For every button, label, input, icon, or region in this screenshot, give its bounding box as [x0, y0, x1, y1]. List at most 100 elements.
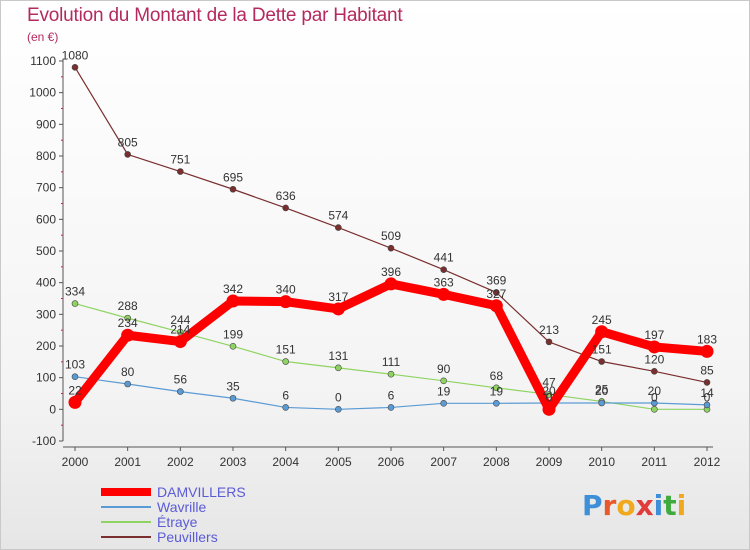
series-point	[279, 295, 293, 309]
y-tick-label: 800	[36, 149, 56, 163]
proxiti-logo: Proxiti	[582, 489, 686, 522]
series-point	[437, 287, 451, 301]
y-tick-label: 300	[36, 307, 56, 321]
data-label: 6	[282, 388, 289, 402]
data-label: 0	[651, 390, 658, 404]
data-label: 441	[434, 251, 454, 265]
data-label: 120	[644, 352, 664, 366]
y-tick-label: 1000	[29, 86, 56, 100]
data-label: 0	[335, 390, 342, 404]
series-point	[124, 151, 131, 158]
data-label: 20	[595, 384, 609, 398]
series-point	[335, 364, 342, 372]
data-label: 151	[592, 343, 612, 357]
x-tick-label: 2003	[220, 455, 247, 469]
data-label: 151	[276, 343, 296, 357]
data-label: 131	[328, 349, 348, 363]
series-point	[331, 302, 345, 316]
data-label: 334	[65, 285, 85, 299]
data-label: 244	[170, 313, 190, 327]
logo-letter: o	[616, 489, 636, 522]
data-label: 574	[328, 209, 348, 223]
legend-label: Wavrille	[157, 499, 207, 515]
series-point	[229, 394, 237, 402]
data-label: 0	[546, 390, 553, 404]
series-point	[282, 404, 289, 411]
data-label: 245	[592, 313, 612, 327]
y-tick-label: 500	[36, 244, 56, 258]
data-label: 20	[648, 384, 662, 398]
data-label: 805	[118, 135, 138, 149]
series-point	[177, 168, 184, 175]
series-point	[598, 358, 605, 365]
series-point	[703, 379, 711, 386]
data-label: 0	[704, 390, 711, 404]
series-point	[173, 335, 187, 349]
data-label: 25	[595, 382, 609, 396]
data-label: 183	[697, 332, 717, 346]
data-label: 363	[434, 275, 454, 289]
series-point	[387, 404, 395, 411]
y-tick-label: 400	[36, 276, 56, 290]
data-label: 85	[700, 363, 714, 377]
series-point	[598, 399, 605, 407]
y-tick-label: 200	[36, 339, 56, 353]
series-point	[71, 64, 79, 71]
data-label: 636	[276, 189, 296, 203]
series-point	[71, 300, 79, 307]
data-label: 35	[226, 379, 240, 393]
data-label: 111	[382, 355, 401, 369]
x-tick-label: 2011	[641, 455, 667, 469]
x-tick-label: 2010	[588, 455, 615, 469]
y-tick-label: 900	[36, 117, 56, 131]
logo-letter: i	[676, 489, 687, 522]
series-point	[71, 373, 79, 381]
data-label: 199	[223, 327, 243, 341]
series-point	[335, 406, 342, 413]
logo-letter: r	[602, 489, 617, 522]
series-point	[651, 368, 658, 375]
series-point	[647, 340, 661, 354]
data-label: 327	[486, 287, 506, 301]
data-label: 288	[118, 299, 138, 313]
y-tick-label: 100	[36, 371, 56, 385]
data-label: 234	[118, 316, 138, 330]
data-label: 22	[68, 383, 82, 397]
series-point	[651, 399, 658, 407]
data-label: 396	[381, 265, 401, 279]
series-point	[440, 377, 447, 385]
series-point	[68, 395, 82, 409]
x-tick-label: 2009	[536, 455, 563, 469]
series-point	[229, 343, 237, 350]
legend-swatch	[101, 536, 151, 538]
legend-label: Étraye	[157, 514, 198, 530]
series-point	[493, 400, 500, 407]
series-point	[229, 185, 237, 193]
series-point	[440, 400, 447, 407]
legend-swatch	[101, 488, 151, 496]
x-tick-label: 2002	[167, 455, 194, 469]
logo-letter: x	[635, 489, 654, 522]
data-label: 751	[170, 153, 190, 167]
series-point	[177, 388, 184, 395]
data-label: 56	[174, 373, 188, 387]
series-point	[700, 344, 714, 358]
series-point	[124, 314, 131, 322]
data-label: 695	[223, 170, 243, 184]
data-label: 317	[328, 290, 348, 304]
x-tick-label: 2005	[325, 455, 352, 469]
series-point	[493, 289, 500, 296]
series-point	[651, 406, 658, 413]
series-point	[545, 338, 553, 346]
series-point	[703, 401, 711, 409]
data-label: 213	[539, 323, 559, 337]
data-label: 80	[121, 365, 135, 379]
data-label: 19	[490, 384, 504, 398]
y-tick-label: 600	[36, 212, 56, 226]
series-point	[282, 358, 289, 365]
logo-letter: P	[582, 489, 603, 522]
data-label: 509	[381, 229, 401, 243]
series-point	[335, 224, 342, 231]
data-label: 90	[437, 362, 451, 376]
data-label: 342	[223, 282, 243, 296]
